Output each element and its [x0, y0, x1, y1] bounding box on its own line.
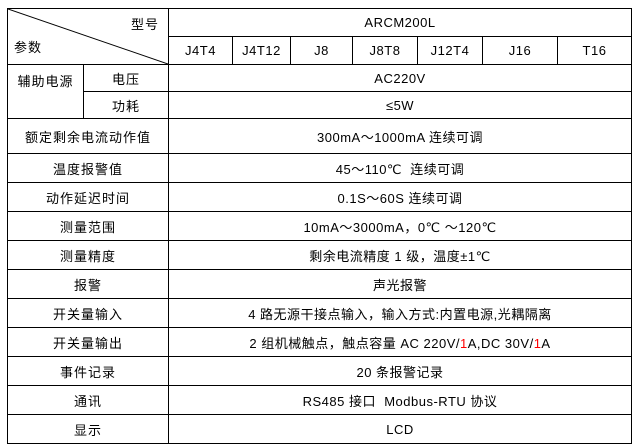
voltage-value-cell: AC220V	[167, 64, 633, 92]
row-label-switch-input: 开关量输入	[7, 298, 169, 328]
row-label-action-delay: 动作延迟时间	[7, 182, 169, 212]
row-value-switch-output: 2 组机械触点，触点容量 AC 220V/1A,DC 30V/1A	[167, 327, 633, 357]
row-label-temperature-alarm: 温度报警值	[7, 153, 169, 183]
row-value-measure-range: 10mA～3000mA，0℃ ～120℃	[167, 211, 633, 241]
spec-table: 型号 参数 ARCM200L J4T4 J4T12 J8 J8T8 J12T4 …	[7, 8, 633, 444]
variant-cell-j12t4: J12T4	[417, 36, 483, 65]
row-label-switch-output: 开关量输出	[7, 327, 169, 357]
row-label-display: 显示	[7, 414, 169, 444]
model-name-cell: ARCM200L	[167, 8, 633, 37]
switch-output-red-current-1: 1	[460, 335, 468, 351]
switch-output-text-prefix: 2 组机械触点，触点容量 AC 220V/	[249, 335, 461, 351]
power-consumption-row: 功耗 ≤5W	[8, 91, 633, 119]
row-value-rated-residual-current: 300mA～1000mA 连续可调	[167, 118, 633, 154]
switch-output-text-mid: A,DC 30V/	[467, 335, 534, 351]
switch-output-row: 开关量输出 2 组机械触点，触点容量 AC 220V/1A,DC 30V/1A	[7, 327, 633, 357]
corner-param-label: 参数	[14, 40, 43, 55]
row-label-event-record: 事件记录	[7, 356, 169, 386]
corner-model-label: 型号	[130, 17, 159, 32]
row-value-measure-accuracy: 剩余电流精度 1 级，温度±1℃	[167, 240, 633, 270]
rated-residual-current-row: 额定剩余电流动作值 300mA～1000mA 连续可调	[7, 118, 633, 154]
measure-range-row: 测量范围 10mA～3000mA，0℃ ～120℃	[7, 211, 633, 241]
row-label-rated-residual-current: 额定剩余电流动作值	[7, 118, 169, 154]
model-header-row: 型号 参数 ARCM200L	[7, 8, 633, 65]
row-value-alarm: 声光报警	[167, 269, 633, 299]
switch-output-text-suffix: A	[541, 335, 551, 351]
switch-output-red-current-2: 1	[533, 335, 542, 351]
row-value-communication: RS485 接口 Modbus-RTU 协议	[167, 385, 633, 415]
temperature-alarm-row: 温度报警值 45～110℃ 连续可调	[7, 153, 633, 183]
row-label-measure-accuracy: 测量精度	[7, 240, 169, 270]
row-value-switch-input: 4 路无源干接点输入，输入方式:内置电源,光耦隔离	[167, 298, 633, 328]
row-value-display: LCD	[167, 414, 633, 444]
power-value-cell: ≤5W	[167, 91, 633, 119]
variant-cell-j16: J16	[482, 36, 558, 65]
power-label-cell: 功耗	[83, 91, 169, 119]
voltage-row: 辅助电源 电压 AC220V	[7, 64, 633, 119]
row-label-communication: 通讯	[7, 385, 169, 415]
action-delay-row: 动作延迟时间 0.1S～60S 连续可调	[7, 182, 633, 212]
switch-input-row: 开关量输入 4 路无源干接点输入，输入方式:内置电源,光耦隔离	[7, 298, 633, 328]
variant-cell-t16: T16	[556, 36, 633, 65]
communication-row: 通讯 RS485 接口 Modbus-RTU 协议	[7, 385, 633, 415]
voltage-label-cell: 电压	[83, 64, 169, 92]
corner-header-cell: 型号 参数	[7, 8, 169, 65]
event-record-row: 事件记录 20 条报警记录	[7, 356, 633, 386]
display-row: 显示 LCD	[7, 414, 633, 444]
row-value-event-record: 20 条报警记录	[167, 356, 633, 386]
row-value-action-delay: 0.1S～60S 连续可调	[167, 182, 633, 212]
variant-cell-j4t4: J4T4	[168, 36, 233, 65]
measure-accuracy-row: 测量精度 剩余电流精度 1 级，温度±1℃	[7, 240, 633, 270]
diagonal-divider-line	[8, 9, 168, 64]
row-label-alarm: 报警	[7, 269, 169, 299]
row-value-temperature-alarm: 45～110℃ 连续可调	[167, 153, 633, 183]
variant-cell-j8t8: J8T8	[352, 36, 418, 65]
row-label-measure-range: 测量范围	[7, 211, 169, 241]
aux-power-label-cell: 辅助电源	[7, 64, 84, 119]
variant-cell-j8: J8	[290, 36, 353, 65]
alarm-row: 报警 声光报警	[7, 269, 633, 299]
variant-cell-j4t12: J4T12	[232, 36, 291, 65]
